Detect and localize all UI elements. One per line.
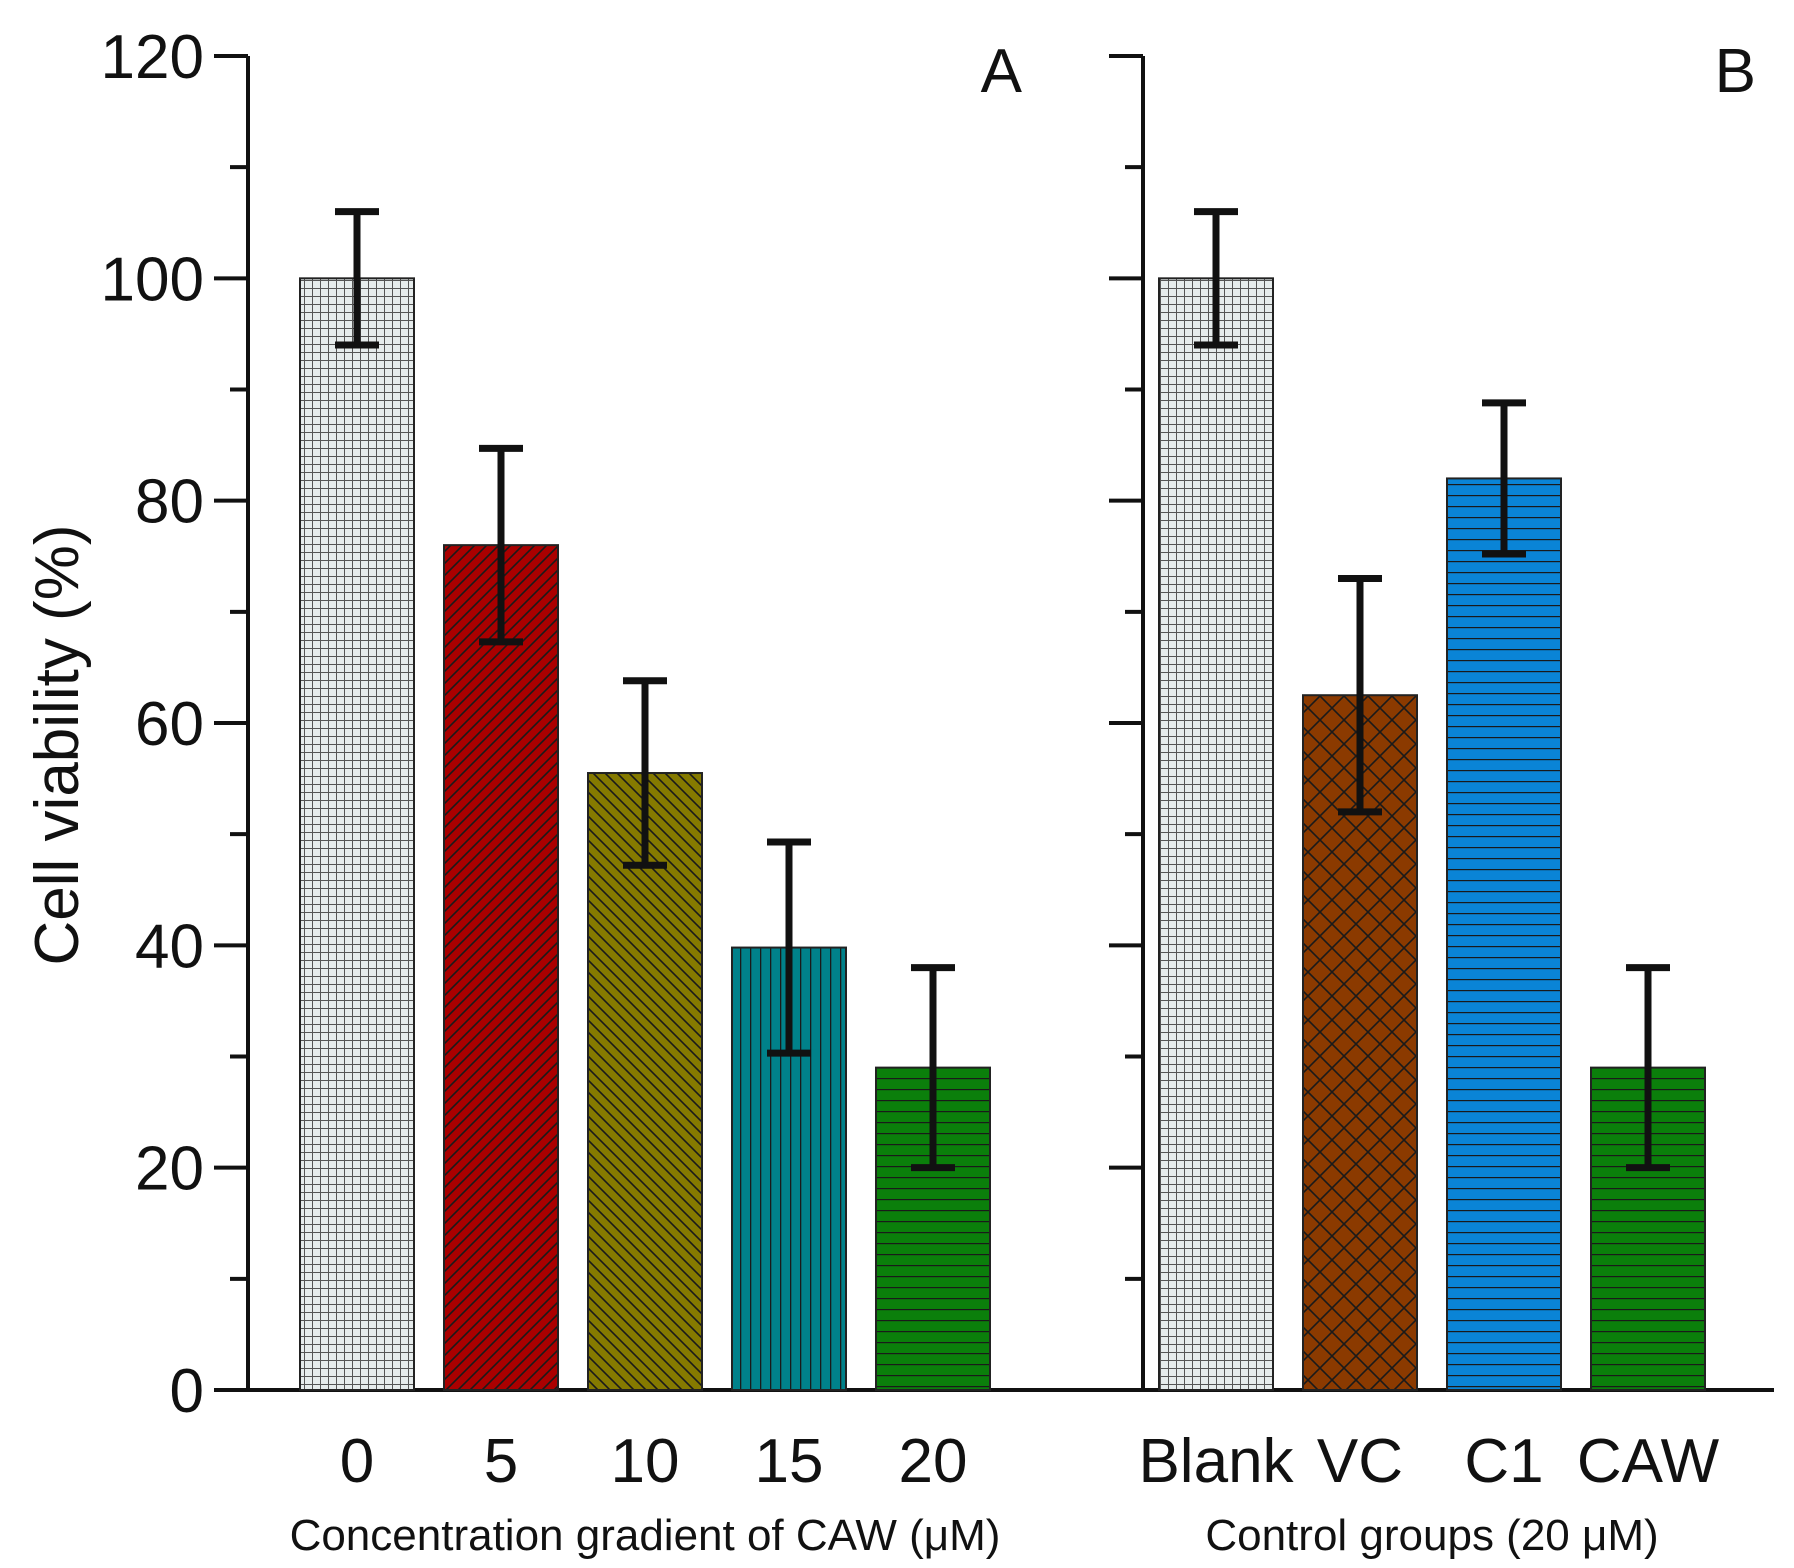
error-bar-b-blank [1194, 208, 1238, 349]
y-tick-label-0: 0 [170, 1357, 204, 1426]
plot-area: 0 20 40 60 80 100 120 A 0 5 10 15 20 Concentration gr… [101, 23, 1774, 1560]
error-bar-a-20 [911, 964, 955, 1172]
x-tick-label-a-20: 20 [899, 1427, 968, 1496]
error-bar-b-vc [1338, 574, 1382, 816]
error-bar-a-10 [623, 677, 667, 869]
error-bar-a-5 [479, 444, 523, 646]
x-tick-label-a-5: 5 [484, 1427, 518, 1496]
x-tick-label-a-10: 10 [611, 1427, 680, 1496]
panel-title-b: B [1715, 37, 1756, 106]
x-tick-label-a-0: 0 [340, 1427, 374, 1496]
y-axis-title: Cell viability (%) [23, 525, 92, 966]
x-axis-title-b: Control groups (20 μM) [1205, 1511, 1658, 1560]
y-tick-label-20: 20 [135, 1135, 204, 1204]
y-tick-label-80: 80 [135, 468, 204, 537]
x-axis-title-a: Concentration gradient of CAW (μM) [290, 1511, 1001, 1560]
bar-a-5 [443, 544, 559, 1391]
y-tick-label-120: 120 [101, 23, 204, 92]
error-bar-b-c1 [1482, 399, 1526, 558]
error-bar-b-caw [1626, 964, 1670, 1172]
panel-title-a: A [981, 37, 1023, 106]
bar-a-0 [299, 277, 415, 1391]
bar-a-10 [587, 772, 703, 1391]
x-tick-label-a-15: 15 [755, 1427, 824, 1496]
error-bar-a-15 [767, 838, 811, 1057]
x-tick-label-b-c1: C1 [1464, 1427, 1543, 1496]
error-bar-a-0 [335, 208, 379, 349]
bar-b-c1 [1446, 477, 1562, 1391]
y-tick-label-40: 40 [135, 912, 204, 981]
bar-b-blank [1158, 277, 1274, 1391]
y-tick-label-100: 100 [101, 245, 204, 314]
x-tick-label-b-vc: VC [1317, 1427, 1403, 1496]
x-tick-label-b-blank: Blank [1138, 1427, 1294, 1496]
x-tick-label-b-caw: CAW [1577, 1427, 1720, 1496]
y-tick-label-60: 60 [135, 690, 204, 759]
